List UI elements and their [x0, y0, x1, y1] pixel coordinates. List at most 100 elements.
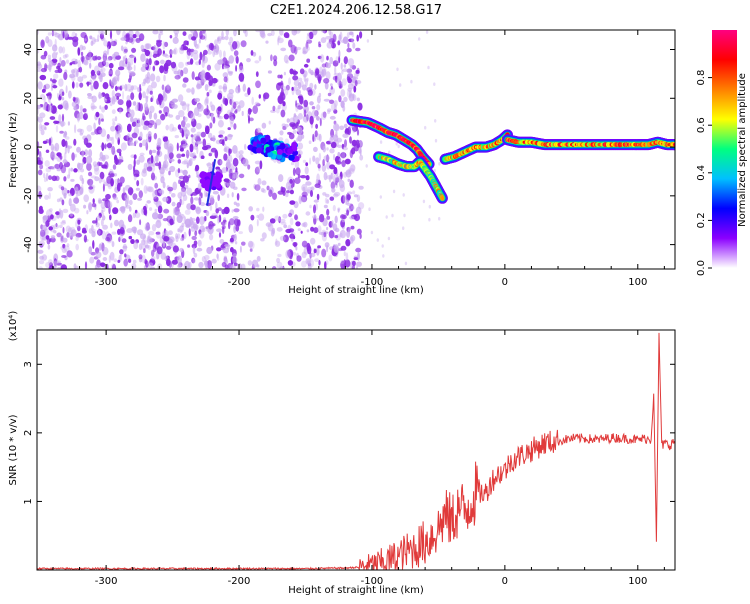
noise-dot	[178, 62, 184, 69]
noise-dot	[137, 87, 140, 92]
noise-dot	[125, 197, 128, 201]
noise-dot	[142, 49, 144, 52]
noise-dot	[307, 47, 310, 51]
colorbar-tick-label: 0.4	[696, 165, 707, 181]
noise-dot	[403, 214, 405, 218]
noise-dot	[53, 156, 57, 159]
noise-dot	[128, 70, 130, 74]
noise-dot	[337, 145, 342, 148]
noise-dot	[301, 231, 303, 234]
noise-dot	[142, 168, 146, 173]
noise-dot	[114, 155, 117, 162]
noise-dot	[199, 216, 205, 225]
noise-dot	[113, 164, 116, 170]
noise-dot	[94, 176, 99, 181]
noise-dot	[110, 178, 114, 186]
noise-dot	[167, 216, 173, 223]
noise-dot	[126, 95, 130, 101]
noise-dot	[172, 260, 178, 265]
noise-dot	[107, 58, 111, 62]
noise-dot	[187, 188, 193, 196]
noise-dot	[150, 73, 155, 81]
noise-dot	[300, 175, 306, 178]
noise-dot	[219, 85, 223, 89]
noise-dot	[137, 102, 139, 111]
noise-dot	[396, 68, 398, 72]
noise-dot	[367, 39, 369, 43]
noise-dot	[115, 116, 117, 121]
noise-dot	[328, 93, 332, 96]
noise-dot	[133, 193, 138, 200]
noise-dot	[172, 202, 176, 207]
noise-dot	[158, 206, 162, 214]
colorbar-tick-label: 0.0	[696, 260, 707, 276]
noise-dot	[68, 91, 72, 99]
noise-dot	[349, 168, 355, 174]
noise-dot	[179, 248, 184, 252]
noise-dot	[218, 120, 224, 128]
noise-dot	[190, 153, 195, 157]
noise-dot	[82, 75, 87, 79]
noise-dot	[402, 226, 404, 230]
noise-dot	[233, 158, 239, 167]
noise-dot	[130, 117, 133, 123]
noise-dot	[388, 151, 390, 155]
noise-dot	[307, 34, 311, 43]
noise-dot	[183, 67, 188, 74]
noise-dot	[295, 105, 298, 112]
noise-dot	[303, 46, 306, 53]
noise-dot	[298, 78, 302, 82]
noise-dot	[136, 188, 140, 191]
noise-dot	[285, 193, 288, 197]
noise-dot	[89, 257, 94, 264]
noise-dot	[168, 171, 171, 176]
noise-dot	[183, 31, 187, 36]
noise-dot	[328, 255, 332, 262]
noise-dot	[315, 130, 318, 137]
noise-dot	[261, 188, 265, 192]
noise-dot	[346, 48, 351, 53]
noise-dot	[63, 176, 66, 181]
noise-dot	[293, 130, 297, 134]
noise-dot	[61, 60, 66, 67]
noise-dot	[336, 56, 339, 63]
noise-dot	[340, 184, 345, 192]
noise-dot	[219, 232, 221, 238]
noise-dot	[61, 121, 64, 128]
noise-dot	[68, 193, 72, 196]
noise-dot	[224, 244, 230, 247]
noise-dot	[47, 39, 52, 47]
noise-dot	[345, 128, 349, 132]
noise-dot	[201, 132, 206, 138]
noise-dot	[112, 207, 118, 214]
noise-dot	[118, 124, 123, 132]
blob-dot	[280, 143, 286, 149]
noise-dot	[44, 96, 46, 104]
noise-dot	[359, 31, 362, 38]
noise-dot	[93, 81, 99, 90]
noise-dot	[81, 52, 83, 56]
noise-dot	[216, 140, 221, 145]
noise-dot	[101, 210, 103, 213]
noise-dot	[116, 200, 119, 204]
noise-dot	[216, 228, 222, 232]
noise-dot	[120, 227, 124, 234]
noise-dot	[224, 76, 228, 82]
noise-dot	[48, 105, 53, 113]
noise-dot	[248, 108, 252, 115]
noise-dot	[272, 228, 275, 235]
noise-dot	[69, 198, 72, 206]
noise-dot	[52, 85, 57, 88]
x-tick-label: 0	[502, 576, 508, 587]
noise-dot	[165, 112, 168, 117]
noise-dot	[324, 99, 330, 102]
noise-dot	[244, 144, 246, 150]
noise-dot	[295, 167, 300, 175]
noise-dot	[355, 48, 360, 51]
noise-dot	[352, 42, 355, 48]
noise-dot	[75, 187, 79, 195]
noise-dot	[205, 192, 208, 196]
noise-dot	[180, 181, 185, 188]
noise-dot	[187, 62, 192, 65]
noise-dot	[281, 187, 285, 193]
